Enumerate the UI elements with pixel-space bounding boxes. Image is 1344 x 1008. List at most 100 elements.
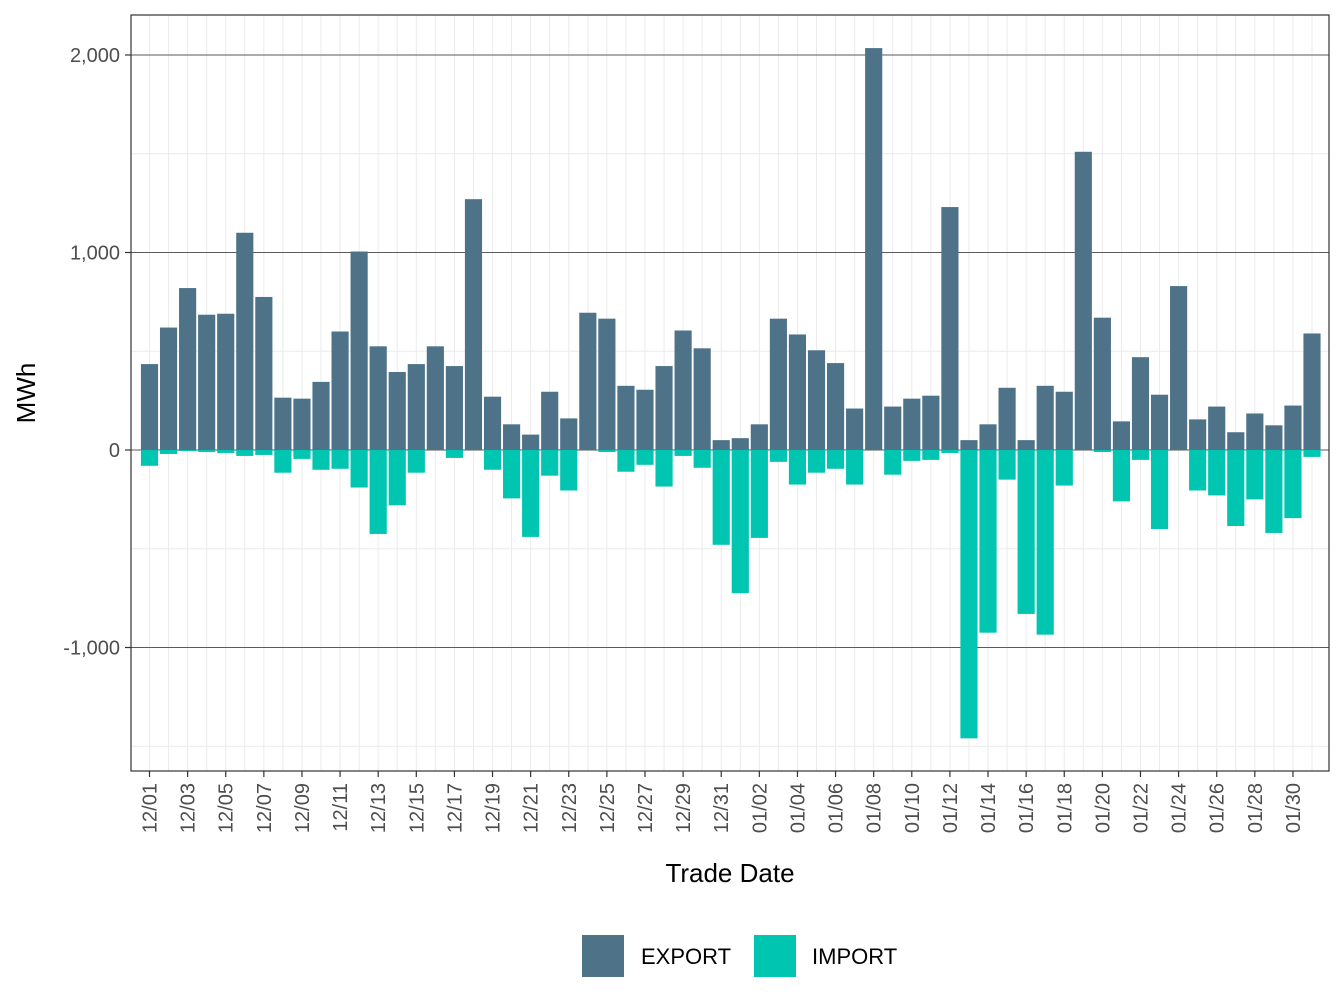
panel-background [131,15,1329,771]
bar-export-12-02 [159,327,178,450]
bar-import-01-02 [750,450,768,538]
bar-import-01-01 [731,450,749,594]
bar-import-12-04 [198,450,216,452]
x-tick-label: 12/01 [140,783,162,833]
x-tick-label: 12/23 [559,783,581,833]
bar-export-12-11 [331,331,349,450]
y-tick-label: 2,000 [70,45,120,67]
bar-import-12-23 [560,450,578,491]
bar-export-12-09 [293,398,311,450]
bar-export-12-24 [579,312,597,450]
bar-export-12-12 [350,251,368,450]
bar-export-12-21 [522,434,540,450]
bar-import-01-11 [922,450,940,460]
x-tick-label: 01/16 [1016,783,1038,833]
y-tick-label: 0 [109,440,120,462]
x-tick-label: 01/20 [1092,783,1114,833]
bar-import-12-08 [274,450,292,473]
bar-import-01-10 [903,450,921,461]
bar-import-01-22 [1131,450,1150,460]
x-tick-label: 01/24 [1169,783,1191,833]
bar-import-12-12 [350,450,368,488]
bar-export-01-19 [1074,151,1092,450]
x-tick-label: 12/03 [178,783,200,833]
x-tick-label: 01/04 [787,783,809,833]
bar-import-12-25 [598,450,616,452]
bar-export-12-26 [617,385,635,450]
bar-import-01-04 [788,450,807,485]
bar-export-01-10 [903,398,921,450]
bar-import-12-11 [331,450,349,469]
bar-import-01-30 [1284,450,1302,519]
x-tick-label: 01/18 [1054,783,1076,833]
bar-import-12-31 [712,450,730,545]
x-tick-label: 12/25 [597,783,619,833]
bar-export-12-05 [217,313,235,450]
bar-import-01-27 [1227,450,1245,527]
bar-import-12-09 [293,450,311,459]
x-tick-label: 01/26 [1207,783,1229,833]
x-tick-label: 01/12 [940,783,962,833]
bar-import-01-18 [1055,450,1073,486]
bar-import-01-16 [1017,450,1035,614]
bar-export-12-23 [560,418,578,450]
y-tick-label: -1,000 [63,638,120,660]
x-tick-label: 12/21 [521,783,543,833]
bar-import-01-05 [807,450,826,473]
bar-export-12-10 [312,381,330,450]
x-tick-label: 01/14 [978,783,1000,833]
legend-label-export: EXPORT [641,944,731,969]
x-tick-label: 01/10 [902,783,924,833]
bar-export-01-07 [846,408,864,450]
bar-import-12-17 [445,450,463,458]
bar-export-12-06 [236,232,254,450]
bars [140,48,1321,739]
bar-export-12-31 [712,440,730,450]
bar-export-01-29 [1265,425,1283,450]
x-tick-label: 12/13 [368,783,390,833]
bar-import-01-03 [769,450,787,462]
bar-export-12-01 [140,364,159,450]
bar-import-12-21 [522,450,540,537]
bar-import-12-27 [636,450,654,465]
bar-import-12-07 [255,450,273,455]
x-tick-label: 01/02 [749,783,771,833]
bar-import-12-01 [140,450,159,466]
bar-import-12-02 [159,450,178,454]
bar-import-12-05 [217,450,235,453]
bar-export-01-27 [1227,432,1245,450]
bar-import-01-07 [846,450,864,485]
bar-import-12-14 [388,450,406,506]
x-axis-title: Trade Date [665,858,794,888]
bar-export-01-09 [884,406,902,450]
bar-export-01-25 [1189,419,1207,450]
bar-export-01-16 [1017,440,1035,450]
bar-export-01-21 [1112,421,1131,450]
bar-import-12-06 [236,450,254,456]
bar-export-01-08 [865,48,883,451]
x-tick-label: 01/28 [1245,783,1267,833]
x-tick-label: 12/31 [711,783,733,833]
bar-import-01-12 [941,450,959,453]
bar-export-01-15 [998,387,1016,450]
bar-export-01-31 [1303,333,1321,450]
x-tick-label: 12/17 [444,783,466,833]
x-tick-label: 12/07 [254,783,276,833]
bar-export-12-29 [674,330,692,450]
bar-export-12-25 [598,318,616,450]
bar-export-01-14 [979,424,997,450]
x-tick-label: 01/30 [1283,783,1305,833]
bar-export-01-03 [769,318,787,450]
bar-export-12-18 [464,199,483,450]
bar-export-01-28 [1246,413,1264,450]
bar-import-12-19 [483,450,502,470]
bar-import-12-10 [312,450,330,470]
bar-export-01-01 [731,438,749,450]
bar-export-01-18 [1055,391,1073,450]
bar-export-12-28 [655,366,673,450]
bar-export-01-24 [1170,286,1188,450]
bar-import-12-30 [693,450,711,468]
bar-import-01-26 [1208,450,1226,496]
legend-swatch-import [754,935,796,977]
